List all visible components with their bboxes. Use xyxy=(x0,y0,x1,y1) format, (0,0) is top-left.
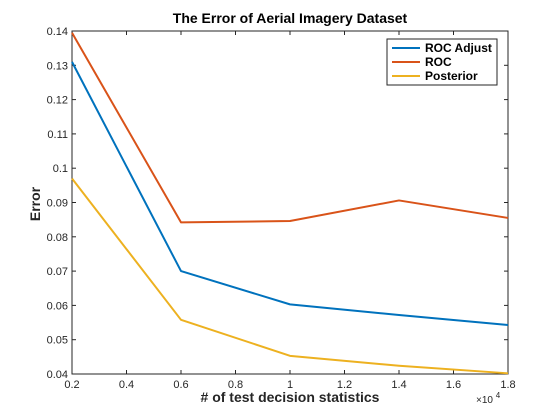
y-tick-label: 0.07 xyxy=(47,266,68,278)
y-tick-label: 0.09 xyxy=(47,198,68,210)
plot-area: 0.2 0.4 0.6 0.8 1 1.2 1.4 1.6 1.8 0.04 0.05 0.06 0.0… xyxy=(47,26,516,391)
y-tick-label: 0.05 xyxy=(47,335,68,347)
series-line-posterior xyxy=(71,177,509,375)
x-tick-label: 0.2 xyxy=(64,379,79,391)
y-axis-label: Error xyxy=(27,186,43,221)
x-tick-label: 1.4 xyxy=(391,379,406,391)
x-axis-multiplier-exp: 4 xyxy=(496,391,501,400)
x-tick-label: 1.8 xyxy=(500,379,515,391)
x-axis-label: # of test decision statistics xyxy=(201,389,380,405)
y-tick-label: 0.1 xyxy=(53,163,68,175)
legend-entry: ROC Adjust xyxy=(425,41,492,55)
x-axis-multiplier: ×10 4 xyxy=(476,391,501,406)
x-tick-label: 1 xyxy=(287,379,293,391)
y-tick-label: 0.14 xyxy=(47,26,68,38)
y-tick-label: 0.08 xyxy=(47,232,68,244)
series-line-roc xyxy=(71,32,509,224)
x-tick-label: 0.6 xyxy=(173,379,188,391)
x-tick-label: 1.6 xyxy=(446,379,461,391)
y-tick-label: 0.11 xyxy=(47,129,68,141)
x-tick-label: 1.2 xyxy=(337,379,352,391)
y-tick-label: 0.12 xyxy=(47,95,68,107)
x-tick-label: 0.8 xyxy=(228,379,243,391)
legend-entry: ROC xyxy=(425,55,452,69)
legend-entry: Posterior xyxy=(425,69,478,83)
chart-title: The Error of Aerial Imagery Dataset xyxy=(173,10,408,26)
y-tick-label: 0.06 xyxy=(47,300,68,312)
y-tick-label: 0.13 xyxy=(47,60,68,72)
x-axis-multiplier-base: ×10 xyxy=(476,395,493,406)
series-line-roc-adjust xyxy=(71,61,509,326)
y-tick-label: 0.04 xyxy=(47,369,68,381)
x-tick-label: 0.4 xyxy=(119,379,134,391)
